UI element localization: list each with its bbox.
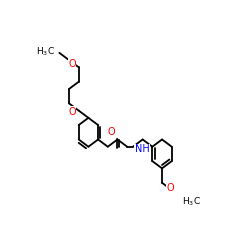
Text: O: O bbox=[167, 182, 174, 192]
Text: H$_3$C: H$_3$C bbox=[182, 196, 201, 208]
Text: H$_3$C: H$_3$C bbox=[36, 46, 54, 58]
Text: O: O bbox=[68, 59, 76, 69]
Text: O: O bbox=[68, 107, 76, 117]
Text: NH: NH bbox=[135, 144, 150, 154]
Text: O: O bbox=[108, 127, 116, 137]
